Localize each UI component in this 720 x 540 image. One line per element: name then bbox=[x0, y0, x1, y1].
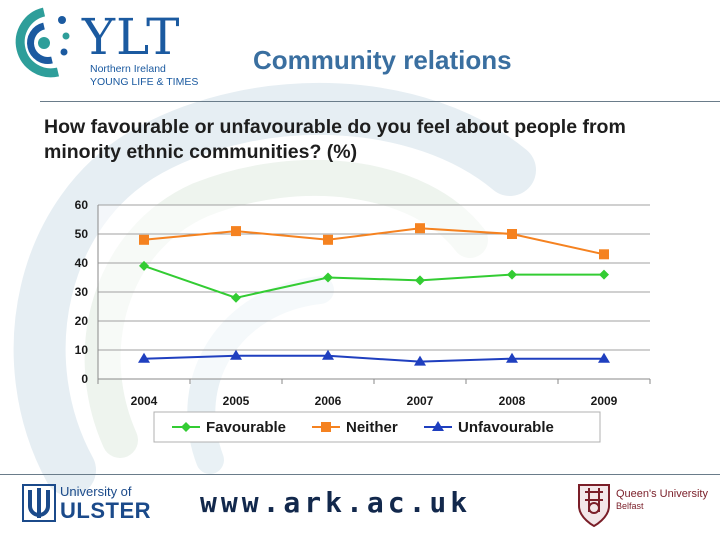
data-point-neither bbox=[139, 234, 149, 245]
series-line-unfavourable bbox=[143, 354, 604, 363]
chart-legend: Favourable Neither Unfavourable bbox=[153, 411, 601, 443]
data-point-favourable bbox=[599, 269, 609, 280]
logo-subtitle-line1: Northern Ireland bbox=[90, 63, 166, 75]
legend-marker-unfavourable bbox=[432, 421, 444, 431]
x-tick-label: 2006 bbox=[315, 394, 342, 408]
qub-text-line2: Belfast bbox=[616, 501, 644, 511]
x-tick-label: 2008 bbox=[499, 394, 526, 408]
data-point-neither bbox=[231, 226, 241, 237]
page-title: Community relations bbox=[253, 45, 512, 75]
legend-label-favourable: Favourable bbox=[206, 419, 286, 436]
y-tick-label: 0 bbox=[81, 372, 88, 386]
chart-series bbox=[138, 223, 610, 366]
y-tick-label: 10 bbox=[75, 343, 89, 357]
header: YLT Northern Ireland YOUNG LIFE & TIMES … bbox=[0, 0, 720, 104]
legend-label-neither: Neither bbox=[346, 419, 398, 436]
line-chart: 0 10 20 30 40 50 60 2004 2005 2006 2007 2008 2009 F… bbox=[75, 198, 651, 443]
x-axis-ticks: 2004 2005 2006 2007 2008 2009 bbox=[97, 379, 651, 408]
chart-gridlines bbox=[97, 204, 650, 380]
data-point-unfavourable bbox=[322, 349, 334, 360]
ulster-logo: University of ULSTER bbox=[22, 484, 172, 524]
data-point-favourable bbox=[231, 292, 241, 303]
ylt-logo: YLT Northern Ireland YOUNG LIFE & TIMES bbox=[6, 6, 246, 90]
data-point-unfavourable bbox=[506, 352, 518, 363]
data-point-favourable bbox=[139, 260, 149, 271]
y-axis-ticks: 0 10 20 30 40 50 60 bbox=[75, 198, 89, 386]
series-line-neither bbox=[143, 227, 605, 256]
y-tick-label: 20 bbox=[75, 314, 89, 328]
data-point-neither bbox=[507, 229, 517, 239]
qub-crest-icon bbox=[578, 484, 610, 528]
legend-label-unfavourable: Unfavourable bbox=[458, 419, 554, 436]
y-tick-label: 50 bbox=[75, 227, 89, 241]
series-line-favourable bbox=[143, 264, 604, 299]
data-point-unfavourable bbox=[414, 355, 426, 366]
qub-text-line1: Queen's University bbox=[616, 488, 708, 500]
legend-marker-neither bbox=[321, 422, 331, 432]
data-point-unfavourable bbox=[598, 352, 610, 363]
footer-divider bbox=[0, 474, 720, 475]
x-tick-label: 2009 bbox=[591, 394, 618, 408]
data-point-favourable bbox=[415, 275, 425, 286]
data-point-unfavourable bbox=[230, 349, 242, 360]
data-point-neither bbox=[415, 223, 425, 234]
data-point-neither bbox=[599, 249, 609, 260]
ulster-text-line1: University of bbox=[60, 484, 132, 499]
ulster-text-line2: ULSTER bbox=[60, 498, 151, 523]
x-tick-label: 2007 bbox=[407, 394, 434, 408]
ulster-crest-icon bbox=[22, 484, 56, 522]
y-tick-label: 60 bbox=[75, 198, 89, 212]
legend-marker-favourable bbox=[181, 422, 191, 432]
y-tick-label: 40 bbox=[75, 256, 89, 270]
survey-question: How favourable or unfavourable do you fe… bbox=[44, 116, 626, 163]
x-tick-label: 2005 bbox=[223, 394, 250, 408]
qub-logo: Queen's University Belfast bbox=[576, 482, 716, 530]
header-divider bbox=[40, 101, 720, 102]
ylt-logo-icon bbox=[15, 7, 70, 78]
y-tick-label: 30 bbox=[75, 285, 89, 299]
logo-subtitle-line2: YOUNG LIFE & TIMES bbox=[90, 76, 199, 88]
legend-box bbox=[153, 411, 601, 443]
logo-wordmark: YLT bbox=[82, 8, 181, 66]
data-point-neither bbox=[323, 234, 333, 245]
website-url[interactable]: www.ark.ac.uk bbox=[200, 486, 472, 519]
data-point-unfavourable bbox=[138, 352, 150, 363]
data-point-favourable bbox=[507, 269, 517, 280]
x-tick-label: 2004 bbox=[131, 394, 158, 408]
data-point-favourable bbox=[323, 272, 333, 283]
